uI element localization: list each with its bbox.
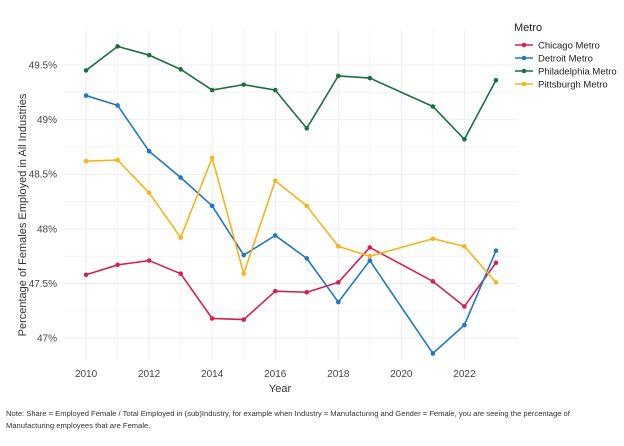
pittsburgh-metro-point[interactable] [146, 190, 152, 196]
x-tick-label: 2012 [138, 369, 161, 380]
philadelphia-metro-point[interactable] [146, 52, 152, 58]
y-tick-label: 48.5% [29, 170, 57, 181]
detroit-metro-point[interactable] [335, 299, 341, 305]
x-tick-label: 2016 [264, 369, 287, 380]
legend-label: Detroit Metro [538, 53, 593, 64]
legend-title: Metro [514, 22, 542, 34]
chicago-metro-point[interactable] [146, 258, 152, 263]
pittsburgh-metro-point[interactable] [241, 271, 247, 276]
footnote: Note: Share = Employed Female / Total Em… [6, 409, 570, 430]
pittsburgh-metro-point[interactable] [178, 235, 183, 240]
legend-label: Pittsburgh Metro [538, 79, 608, 90]
y-axis-title: Percentage of Females Employed in All In… [17, 93, 29, 336]
detroit-metro-point[interactable] [462, 322, 467, 328]
philadelphia-metro-point[interactable] [178, 67, 183, 72]
legend-marker [521, 68, 527, 74]
detroit-metro-series [83, 93, 499, 356]
x-tick-label: 2010 [75, 369, 98, 380]
detroit-metro-point[interactable] [493, 248, 499, 254]
detroit-metro-point[interactable] [272, 233, 278, 238]
pittsburgh-metro-point[interactable] [304, 203, 310, 209]
series-lines [83, 44, 499, 356]
legend-item-detroit-metro[interactable]: Detroit Metro [515, 53, 593, 64]
pittsburgh-metro-point[interactable] [367, 253, 373, 259]
legend-item-chicago-metro[interactable]: Chicago Metro [515, 40, 600, 51]
philadelphia-metro-point[interactable] [209, 87, 215, 93]
y-tick-label: 49% [37, 115, 57, 126]
x-tick-label: 2022 [453, 369, 476, 380]
y-tick-label: 47.5% [29, 279, 57, 290]
philadelphia-metro-line [85, 45, 497, 141]
detroit-metro-point[interactable] [241, 252, 247, 258]
legend-marker [521, 55, 527, 61]
chicago-metro-series [83, 245, 499, 322]
detroit-metro-point[interactable] [209, 203, 215, 209]
pittsburgh-metro-point[interactable] [493, 280, 499, 285]
detroit-metro-point[interactable] [146, 148, 152, 154]
chicago-metro-point[interactable] [115, 262, 120, 268]
y-axis-ticks: 47% 47.5% 48% 48.5% 49% 49.5% [29, 60, 57, 344]
philadelphia-metro-point[interactable] [115, 44, 120, 49]
x-axis-title: Year [269, 383, 292, 395]
legend-label: Chicago Metro [538, 40, 600, 51]
philadelphia-metro-point[interactable] [462, 136, 467, 142]
y-tick-label: 48% [37, 224, 57, 235]
pittsburgh-metro-point[interactable] [462, 244, 467, 249]
chicago-metro-point[interactable] [241, 317, 247, 322]
philadelphia-metro-point[interactable] [335, 73, 341, 79]
pittsburgh-metro-point[interactable] [335, 244, 341, 249]
philadelphia-metro-point[interactable] [241, 82, 247, 87]
legend-marker [521, 81, 527, 87]
x-axis-ticks: 2010 2012 2014 2016 2018 2020 2022 [75, 369, 476, 380]
chicago-metro-point[interactable] [493, 260, 499, 266]
pittsburgh-metro-line [86, 157, 497, 283]
detroit-metro-point[interactable] [367, 258, 373, 263]
chicago-metro-point[interactable] [335, 280, 341, 285]
chicago-metro-point[interactable] [209, 316, 215, 321]
pittsburgh-metro-point[interactable] [272, 178, 278, 184]
philadelphia-metro-point[interactable] [304, 126, 310, 131]
detroit-metro-point[interactable] [430, 351, 436, 356]
philadelphia-metro-series [83, 44, 499, 142]
x-tick-label: 2018 [327, 369, 350, 380]
philadelphia-metro-point[interactable] [367, 75, 373, 81]
detroit-metro-line [85, 94, 497, 355]
chicago-metro-point[interactable] [430, 279, 436, 284]
chicago-metro-point[interactable] [272, 288, 278, 294]
detroit-metro-point[interactable] [83, 93, 89, 98]
pittsburgh-metro-point[interactable] [209, 155, 215, 161]
chicago-metro-point[interactable] [462, 304, 467, 309]
pittsburgh-metro-point[interactable] [430, 236, 436, 242]
philadelphia-metro-point[interactable] [493, 77, 499, 83]
pittsburgh-metro-point[interactable] [115, 157, 120, 163]
legend-item-pittsburgh-metro[interactable]: Pittsburgh Metro [515, 79, 608, 90]
legend-label: Philadelphia Metro [538, 66, 617, 77]
x-tick-label: 2014 [201, 369, 224, 380]
philadelphia-metro-point[interactable] [430, 104, 436, 109]
philadelphia-metro-point[interactable] [272, 87, 278, 93]
pittsburgh-metro-series [83, 155, 499, 285]
chicago-metro-point[interactable] [367, 245, 373, 250]
detroit-metro-point[interactable] [178, 175, 183, 180]
y-tick-label: 49.5% [29, 60, 57, 71]
gridlines [64, 30, 518, 360]
chicago-metro-point[interactable] [178, 271, 183, 276]
legend-item-philadelphia-metro[interactable]: Philadelphia Metro [515, 66, 617, 77]
philadelphia-metro-point[interactable] [83, 68, 89, 73]
y-tick-label: 47% [37, 334, 57, 345]
legend-items: Chicago Metro Detroit Metro Philadelphia M… [515, 40, 617, 90]
legend: Metro Chicago Metro Detroit Metro Philadel… [514, 22, 617, 90]
line-chart: 2010 2012 2014 2016 2018 2020 2022 47% 47.5% 48%… [17, 22, 617, 395]
x-tick-label: 2020 [390, 369, 413, 380]
legend-marker [521, 42, 527, 48]
chicago-metro-point[interactable] [304, 289, 310, 295]
detroit-metro-point[interactable] [304, 256, 310, 261]
chicago-metro-point[interactable] [83, 272, 89, 278]
detroit-metro-point[interactable] [115, 103, 120, 108]
pittsburgh-metro-point[interactable] [83, 158, 89, 164]
